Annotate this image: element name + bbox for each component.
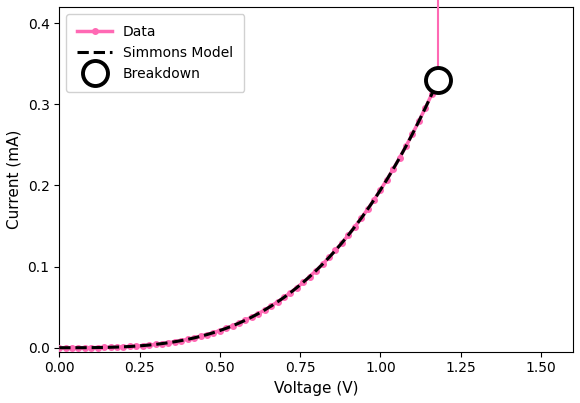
X-axis label: Voltage (V): Voltage (V) [274,381,358,396]
Simmons Model [56,345,63,350]
Simmons Model [184,337,191,342]
Data [434,77,441,82]
Line: Data: Data [56,77,441,351]
Legend: Data, Simmons Model, Breakdown: Data, Simmons Model, Breakdown [66,14,244,92]
Line: Simmons Model: Simmons Model [59,80,438,348]
Simmons Model [293,285,300,290]
Y-axis label: Current (mA): Current (mA) [7,130,22,229]
Simmons Model [120,345,127,349]
Simmons Model [165,340,172,345]
Simmons Model [178,338,185,343]
Data [293,285,300,290]
Data [120,345,127,349]
Data [178,338,185,343]
Simmons Model [434,77,441,82]
Data [184,337,191,342]
Data [56,345,63,350]
Data [165,340,172,345]
Simmons Model [152,342,159,347]
Data [152,342,159,347]
